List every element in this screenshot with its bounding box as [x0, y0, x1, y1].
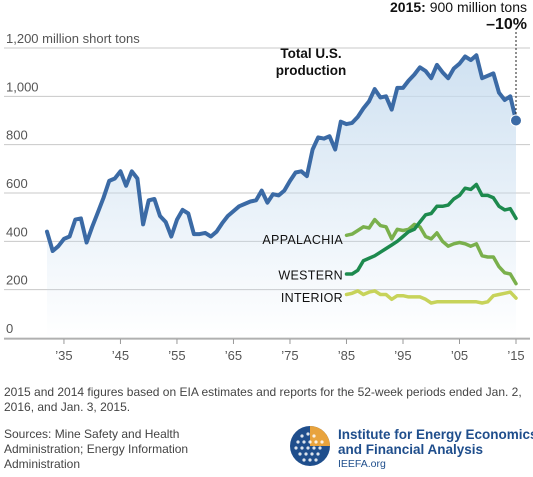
y-tick-label: 800 [6, 128, 28, 143]
series-label-appalachia: APPALACHIA [262, 233, 343, 247]
footnote: 2015 and 2014 figures based on EIA estim… [4, 385, 522, 414]
series-label-total: production [276, 63, 347, 78]
logo-name: Institute for Energy Economics and Finan… [338, 427, 533, 457]
x-tick-label: ’65 [225, 348, 242, 363]
annotation-point [510, 114, 522, 127]
series-label-western: WESTERN [278, 269, 343, 283]
x-tick-label: ’85 [338, 348, 355, 363]
coal-production-chart: 0 200 400 600 800 1,000 1,200 million short to… [4, 0, 530, 363]
sources-text: Sources: Mine Safety and Health Administ… [4, 427, 189, 471]
series-line-interior [344, 289, 518, 305]
y-tick-label: 1,200 million short tons [6, 31, 140, 46]
ieefa-logo[interactable]: Institute for Energy Economics and Finan… [288, 424, 533, 474]
y-tick-label: 400 [6, 224, 28, 239]
x-tick-label: ’15 [507, 348, 524, 363]
x-tick-label: ’35 [55, 348, 72, 363]
logo-url: IEEFA.org [338, 458, 386, 470]
y-tick-label: 600 [6, 176, 28, 191]
series-label-interior: INTERIOR [281, 291, 343, 305]
y-tick-label: 0 [6, 321, 13, 336]
series-area-total [47, 55, 516, 339]
x-tick-label: ’45 [112, 348, 129, 363]
series-line-total-u-s-production [45, 53, 518, 253]
series-line-appalachia [344, 217, 518, 286]
annotation-change: –10% [486, 16, 527, 33]
x-tick-label: ’05 [451, 348, 468, 363]
series-line-western [344, 182, 518, 276]
annotation-value: 2015: 900 million tons [390, 0, 527, 15]
y-tick-label: 200 [6, 273, 28, 288]
x-tick-label: ’75 [281, 348, 298, 363]
y-unit-label: million short tons [39, 31, 141, 46]
label-layer: 0 200 400 600 800 1,000 1,200 million short to… [6, 0, 527, 363]
y-tick-label: 1,000 [6, 79, 39, 94]
x-tick-label: ’55 [168, 348, 185, 363]
series-label-total: Total U.S. [280, 46, 341, 61]
x-tick-label: ’95 [394, 348, 411, 363]
line-layer [45, 53, 518, 305]
annotation-value-text: 900 million tons [430, 0, 527, 15]
globe-icon [290, 426, 330, 466]
area-layer [47, 55, 516, 339]
annotation-year: 2015: [390, 0, 430, 15]
